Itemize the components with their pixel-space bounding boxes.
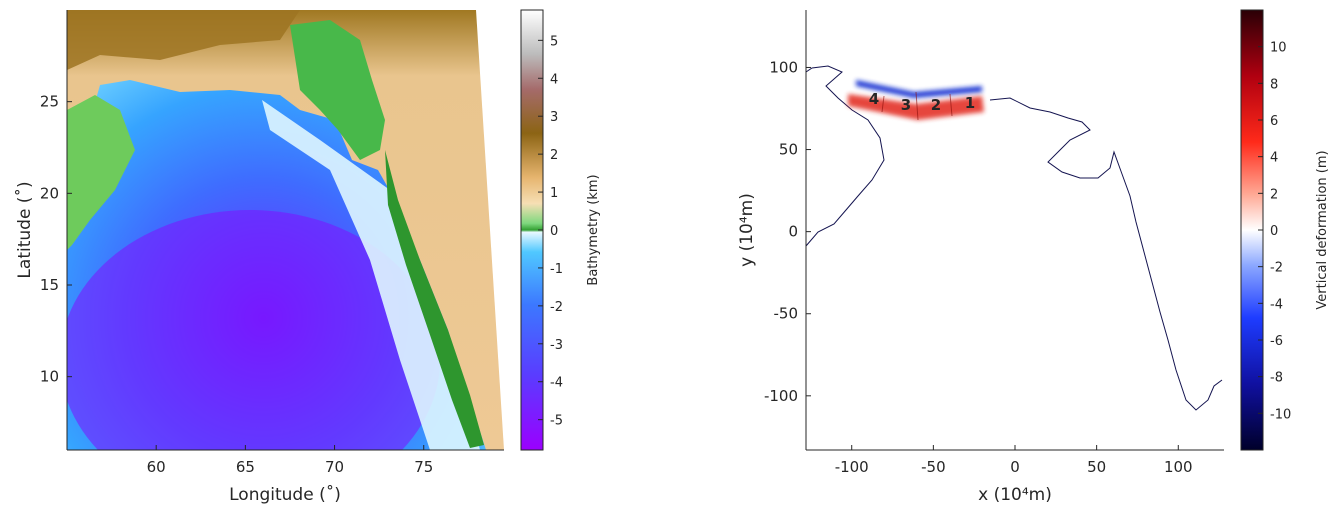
bathymetry-colorbar-tick-label: -5 xyxy=(550,414,563,429)
deformation-colorbar: 10 8 6 4 2 0 -2 -4 -6 -8 -10 Vertical deformation … xyxy=(1240,9,1330,451)
right-x-axis-label: x (10⁴m) xyxy=(978,485,1052,505)
bathymetry-colorbar-ticks: 5 4 3 2 1 0 -1 -2 -3 -4 -5 xyxy=(538,34,563,429)
left-x-tick-label: 60 xyxy=(147,458,166,476)
right-y-ticks: 100 50 0 -50 -100 xyxy=(764,58,811,405)
right-x-tick-label: 0 xyxy=(1010,458,1020,476)
right-y-tick-label: 50 xyxy=(779,141,798,159)
bathymetry-colorbar-tick-label: 2 xyxy=(550,148,558,163)
bathymetry-colorbar-label: Bathymetry (km) xyxy=(586,174,601,285)
bathymetry-colorbar-tick-label: -2 xyxy=(550,300,563,315)
right-x-tick-label: 100 xyxy=(1164,458,1193,476)
deformation-colorbar-tick-label: 2 xyxy=(1270,187,1278,202)
bathymetry-colorbar-tick-label: 5 xyxy=(550,34,558,49)
right-y-tick-label: 100 xyxy=(769,58,798,76)
left-x-tick-label: 65 xyxy=(236,458,255,476)
segment-label: 1 xyxy=(965,94,975,112)
left-x-ticks: 60 65 70 75 xyxy=(147,445,433,476)
right-x-tick-label: 50 xyxy=(1087,458,1106,476)
bathymetry-colorbar-tick-label: 4 xyxy=(550,72,558,87)
deformation-colorbar-tick-label: -8 xyxy=(1270,371,1283,386)
deformation-colorbar-label: Vertical deformation (m) xyxy=(1315,150,1330,309)
deformation-colorbar-tick-label: -2 xyxy=(1270,261,1283,276)
bathymetry-colorbar-tick-label: -1 xyxy=(550,262,563,277)
right-y-axis-label: y (10⁴m) xyxy=(737,193,757,267)
left-x-tick-label: 75 xyxy=(414,458,433,476)
deformation-colorbar-tick-label: -10 xyxy=(1270,407,1291,422)
left-y-tick-label: 15 xyxy=(40,276,59,294)
deformation-segments: 1 2 3 4 xyxy=(848,80,984,121)
deformation-colorbar-tick-label: 8 xyxy=(1270,77,1278,92)
uplift-band xyxy=(848,94,984,120)
deformation-colorbar-tick-label: 10 xyxy=(1270,41,1287,56)
bathymetry-colorbar-tick-label: 0 xyxy=(550,224,558,239)
segment-label: 2 xyxy=(931,96,941,114)
bathymetry-colorbar-tick-label: 1 xyxy=(550,186,558,201)
bathymetry-colorbar-tick-label: -3 xyxy=(550,338,563,353)
deformation-colorbar-tick-label: 4 xyxy=(1270,151,1278,166)
coastline xyxy=(805,65,1223,411)
right-y-tick-label: -100 xyxy=(764,387,798,405)
right-x-tick-label: -100 xyxy=(835,458,869,476)
left-y-axis-label: Latitude (˚) xyxy=(14,181,35,278)
right-y-tick-label: 0 xyxy=(788,223,798,241)
segment-label: 4 xyxy=(869,90,879,108)
bathymetry-image xyxy=(67,10,504,450)
deformation-colorbar-tick-label: -6 xyxy=(1270,334,1283,349)
subsidence-band xyxy=(856,80,982,98)
deformation-colorbar-tick-label: -4 xyxy=(1270,297,1283,312)
left-x-axis-label: Longitude (˚) xyxy=(229,484,341,505)
left-x-tick-label: 70 xyxy=(325,458,344,476)
deformation-colorbar-tick-label: 0 xyxy=(1270,224,1278,239)
deformation-colorbar-ticks: 10 8 6 4 2 0 -2 -4 -6 -8 -10 xyxy=(1258,41,1291,422)
left-y-tick-label: 25 xyxy=(40,93,59,111)
segment-label: 3 xyxy=(901,96,911,114)
left-y-ticks: 10 15 20 25 xyxy=(40,93,72,386)
left-y-tick-label: 10 xyxy=(40,368,59,386)
bathymetry-colorbar-tick-label: -4 xyxy=(550,376,563,391)
deformation-colorbar-tick-label: 6 xyxy=(1270,114,1278,129)
bathymetry-colorbar-tick-label: 3 xyxy=(550,110,558,125)
right-x-ticks: -100 -50 0 50 100 xyxy=(835,445,1193,476)
right-x-tick-label: -50 xyxy=(921,458,946,476)
bathymetry-colorbar: 5 4 3 2 1 0 -1 -2 -3 -4 -5 Bathymetry (km) xyxy=(520,9,601,451)
left-y-tick-label: 20 xyxy=(40,184,59,202)
right-y-tick-label: -50 xyxy=(774,305,799,323)
